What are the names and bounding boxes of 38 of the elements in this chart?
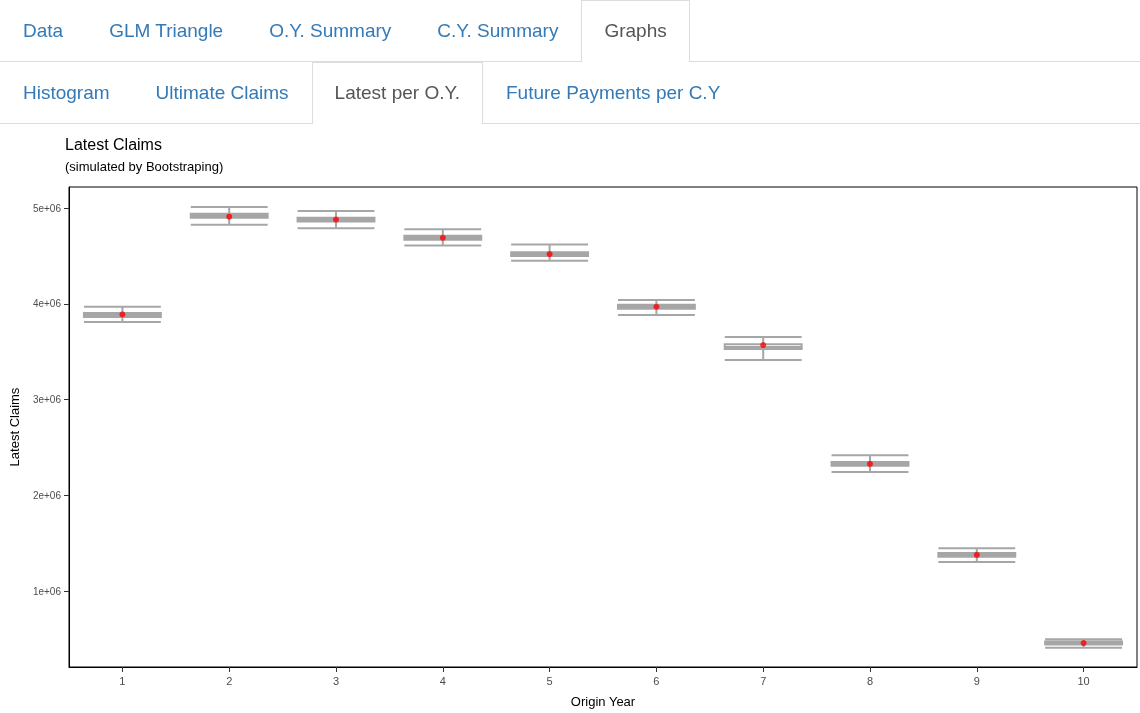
x-tick-label: 3: [332, 674, 340, 687]
x-axis-title: Origin Year: [570, 694, 636, 709]
x-tick-label: 10: [1077, 674, 1090, 687]
x-tick-label: 2: [226, 674, 233, 687]
point: [439, 234, 446, 241]
y-tick-label: 1e+06: [32, 585, 62, 597]
point: [119, 311, 126, 318]
x-tick-label: 4: [439, 674, 446, 687]
text: GLM Triangle: [108, 19, 225, 43]
point: [226, 213, 233, 220]
x-tick-label: 5: [546, 674, 553, 687]
chart-subtitle: (simulated by Bootstraping): [65, 159, 224, 174]
point: [760, 342, 767, 349]
text: Ultimate Claims: [154, 81, 290, 105]
point: [867, 460, 873, 467]
text: Histogram: [22, 81, 111, 105]
point: [1080, 640, 1087, 647]
y-tick-label: 5e+06: [32, 202, 62, 214]
text: Latest per O.Y.: [311, 62, 483, 124]
point: [653, 303, 660, 310]
text: Data: [22, 19, 65, 43]
text: Graphs: [581, 0, 690, 62]
x-tick-label: 1: [119, 674, 126, 687]
y-tick-label: 2e+06: [32, 490, 62, 501]
y-tick-label: 4e+06: [32, 298, 62, 310]
x-tick-label: 7: [760, 674, 767, 687]
point: [333, 216, 339, 223]
text: Future Payments per C.Y: [504, 81, 722, 105]
x-tick-label: 9: [973, 674, 980, 687]
text: O.Y. Summary: [268, 19, 393, 43]
point: [973, 551, 980, 558]
text: C.Y. Summary: [436, 19, 560, 43]
x-tick-label: 8: [866, 674, 874, 687]
point: [546, 251, 553, 258]
y-tick-label: 3e+06: [32, 394, 62, 406]
x-tick-label: 6: [653, 674, 660, 687]
chart-title: Latest Claims: [65, 135, 162, 153]
y-axis-title: Latest Claims: [7, 387, 22, 467]
